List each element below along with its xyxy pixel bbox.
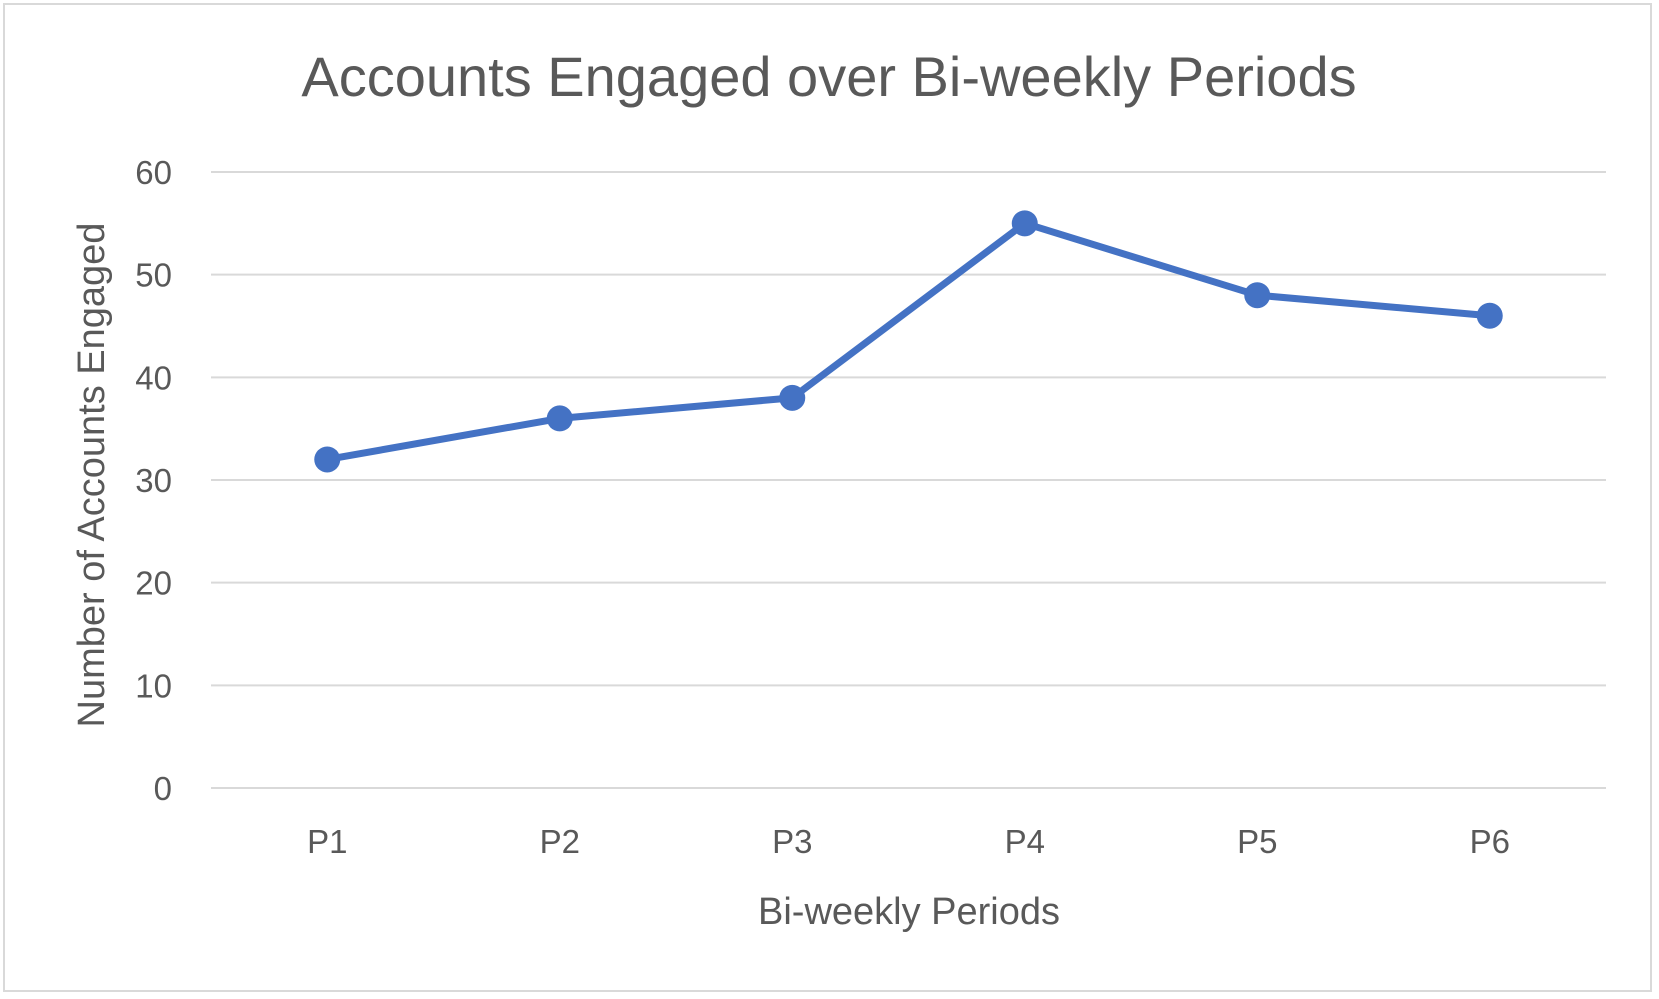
data-point-p3	[779, 384, 806, 411]
x-tick-label: P6	[1470, 823, 1510, 860]
x-tick-label: P5	[1237, 823, 1277, 860]
x-tick-label: P2	[540, 823, 580, 860]
y-axis-title: Number of Accounts Engaged	[71, 223, 113, 728]
x-tick-label: P1	[307, 823, 347, 860]
data-point-p4	[1011, 210, 1038, 237]
data-point-p6	[1476, 302, 1503, 329]
x-tick-label: P4	[1005, 823, 1045, 860]
data-point-p1	[314, 446, 341, 473]
chart-title: Accounts Engaged over Bi-weekly Periods	[301, 45, 1356, 108]
series-line	[323, 219, 1494, 463]
x-tick-label: P3	[772, 823, 812, 860]
y-axis-ticks: 0 10 20 30 40 50 60	[135, 154, 172, 807]
chart-frame	[3, 3, 1652, 992]
gridlines	[211, 171, 1606, 789]
y-tick-label: 40	[135, 359, 172, 396]
data-point-p5	[1244, 282, 1271, 309]
y-tick-label: 10	[135, 667, 172, 704]
y-tick-label: 50	[135, 257, 172, 294]
y-tick-label: 60	[135, 154, 172, 191]
x-axis-title: Bi-weekly Periods	[758, 891, 1060, 933]
y-tick-label: 30	[135, 462, 172, 499]
series-group	[314, 210, 1503, 473]
y-tick-label: 20	[135, 565, 172, 602]
data-point-p2	[546, 405, 573, 432]
x-axis-ticks: P1 P2 P3 P4 P5 P6	[307, 823, 1510, 860]
y-tick-label: 0	[154, 770, 172, 807]
